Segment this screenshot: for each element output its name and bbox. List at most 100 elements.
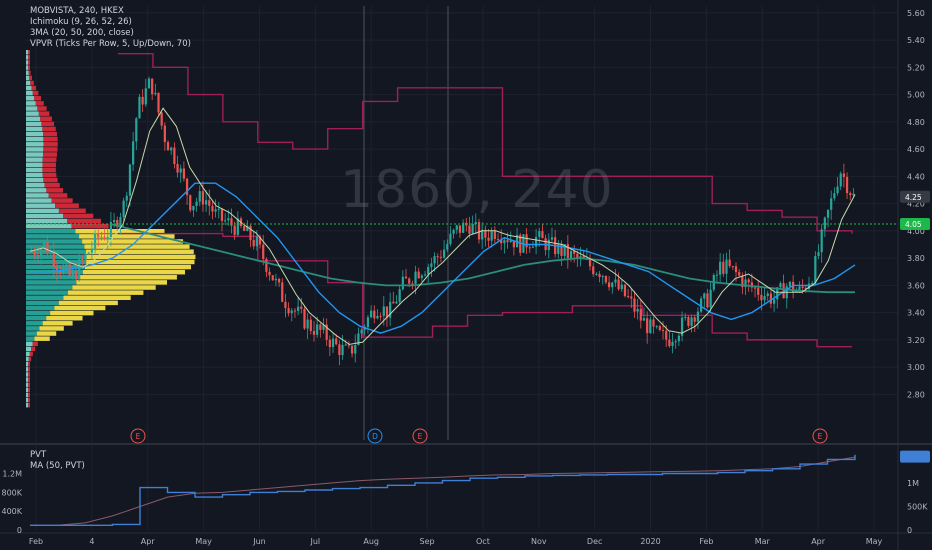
price-tick-label: 5.00 xyxy=(907,91,925,100)
time-tick-label: May xyxy=(866,537,883,546)
candle-body xyxy=(439,256,443,258)
time-tick-label: Apr xyxy=(811,537,826,546)
vp-row-up xyxy=(42,126,56,132)
vp-row-up xyxy=(43,131,57,137)
candle-body xyxy=(36,254,40,257)
candle-body xyxy=(303,308,306,329)
candle-body xyxy=(763,296,766,301)
candle-body xyxy=(607,282,611,288)
time-tick-label: Jun xyxy=(252,537,266,546)
vp-row-down xyxy=(26,218,68,224)
candle-body xyxy=(474,222,477,224)
ma200-line xyxy=(109,223,855,294)
candle-body xyxy=(792,281,795,293)
candle-body xyxy=(366,317,370,328)
candle-body xyxy=(446,244,449,250)
vp-row-down xyxy=(26,285,73,290)
event-marker-label: E xyxy=(418,432,423,441)
candle-body xyxy=(500,239,503,244)
candle-body xyxy=(160,112,163,126)
legend-pvt[interactable]: PVT xyxy=(30,450,47,460)
candle-body xyxy=(779,283,782,288)
candle-body xyxy=(341,344,344,356)
vp-row-down xyxy=(26,167,43,173)
candle-body xyxy=(823,217,826,230)
candle-body xyxy=(582,256,585,259)
vp-row-down xyxy=(26,157,43,162)
price-tick-label: 5.40 xyxy=(907,36,925,45)
vp-row-down xyxy=(26,65,29,70)
candle-body xyxy=(227,218,230,221)
vp-row-down xyxy=(26,244,85,249)
candle-body xyxy=(731,266,734,268)
price-tick-label: 3.60 xyxy=(907,281,925,290)
candle-body xyxy=(392,301,395,304)
candle-body xyxy=(163,125,166,143)
candle-body xyxy=(33,251,36,255)
price-tick-label: 4.80 xyxy=(907,118,925,127)
vp-row-up xyxy=(39,326,64,331)
legend-ichimoku[interactable]: Ichimoku (9, 26, 52, 26) xyxy=(30,17,132,27)
candle-body xyxy=(376,315,379,319)
legend-3ma[interactable]: 3MA (20, 50, 200, close) xyxy=(30,28,134,38)
candle-body xyxy=(576,253,579,259)
candle-body xyxy=(744,279,747,288)
vp-row-up xyxy=(43,142,58,147)
vp-row-down xyxy=(26,336,35,341)
candle-body xyxy=(820,229,823,253)
legend-pvt-ma[interactable]: MA (50, PVT) xyxy=(30,461,85,471)
time-tick-label: Mar xyxy=(755,537,771,546)
vp-row-down xyxy=(26,254,87,260)
candle-body xyxy=(49,252,52,254)
candle-body xyxy=(687,316,690,326)
candle-body xyxy=(125,195,128,201)
time-tick-label: Jul xyxy=(310,537,321,546)
event-marker-label: E xyxy=(818,432,823,441)
candle-body xyxy=(220,208,224,221)
last-price-label: 4.25 xyxy=(905,193,922,202)
candle-body xyxy=(414,271,417,284)
candle-body xyxy=(509,240,512,242)
vp-row-up xyxy=(31,346,36,352)
candle-body xyxy=(208,200,211,206)
vp-row-down xyxy=(26,310,51,316)
pvt-left-tick-label: 400K xyxy=(1,507,22,516)
candle-body xyxy=(379,315,382,317)
candle-body xyxy=(595,273,598,275)
vp-row-up xyxy=(32,90,39,96)
candle-body xyxy=(284,301,287,309)
candle-body xyxy=(757,288,760,295)
vp-row-up xyxy=(28,55,30,60)
candle-body xyxy=(224,220,227,222)
vp-row-down xyxy=(26,96,35,101)
candle-body xyxy=(93,233,97,249)
legend-symbol[interactable]: MOBVISTA, 240, HKEX xyxy=(30,6,124,16)
vp-row-down xyxy=(26,193,49,198)
candle-body xyxy=(433,256,436,264)
vp-row-down xyxy=(26,147,44,152)
vp-row-down xyxy=(26,50,29,55)
candle-body xyxy=(74,271,78,280)
candle-body xyxy=(833,193,836,199)
pvt-last-badge xyxy=(900,450,930,463)
candle-body xyxy=(427,267,430,275)
candle-body xyxy=(71,271,74,276)
legend-vpvr[interactable]: VPVR (Ticks Per Row, 5, Up/Down, 70) xyxy=(30,39,191,49)
current-price-badge xyxy=(900,218,930,231)
candle-body xyxy=(230,218,233,226)
candle-body xyxy=(176,163,179,173)
pvt-left-tick-label: 1.2M xyxy=(2,470,22,479)
candle-body xyxy=(274,278,278,281)
candle-body xyxy=(268,271,271,276)
candle-body xyxy=(277,278,281,283)
candle-body xyxy=(306,319,309,329)
candle-body xyxy=(442,249,446,258)
candle-body xyxy=(90,248,93,253)
event-marker xyxy=(812,428,828,444)
candle-body xyxy=(122,200,125,218)
candle-body xyxy=(776,287,779,300)
pvt-ma-line xyxy=(30,456,856,526)
candle-body xyxy=(325,324,328,340)
